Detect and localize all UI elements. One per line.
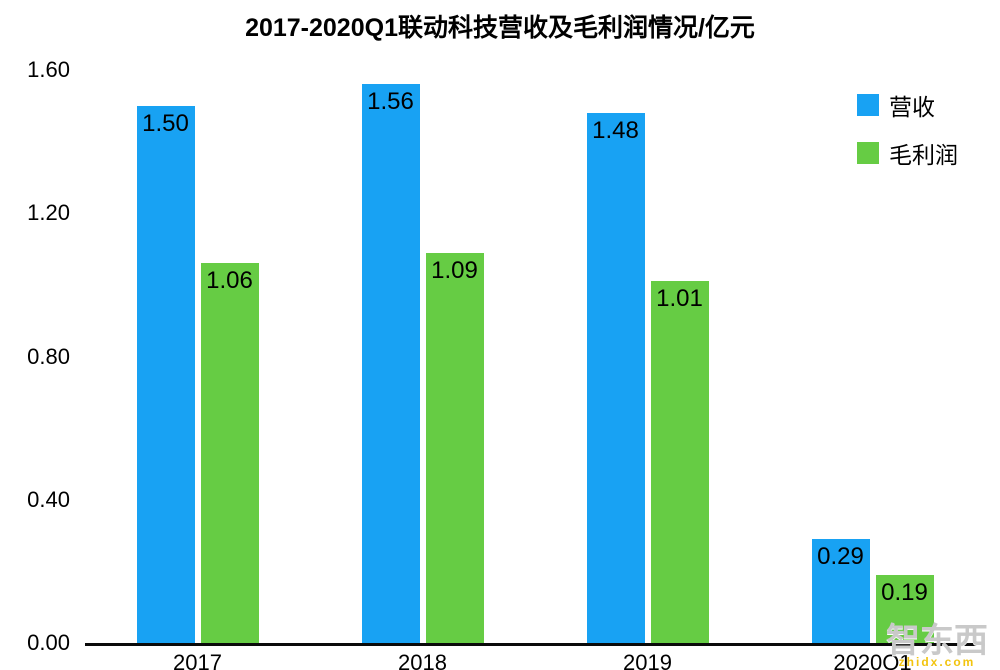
bar-value-label: 1.06 (206, 267, 253, 295)
bar-营收-2020Q1: 0.29 (811, 539, 870, 643)
x-category-label: 2017 (173, 650, 222, 670)
bar-毛利润-2020Q1: 0.19 (875, 574, 934, 643)
x-axis: 2017 2018 2019 2020Q1 (85, 650, 985, 670)
legend-label: 营收 (889, 94, 935, 120)
x-category-label: 2019 (623, 650, 672, 670)
y-tick-label: 1.20 (27, 200, 70, 226)
legend-swatch-icon (857, 142, 879, 164)
legend: 营收 毛利润 (857, 88, 958, 170)
bar-毛利润-2018: 1.09 (425, 252, 484, 643)
bar-value-label: 0.29 (817, 543, 864, 571)
bar-value-label: 0.19 (881, 578, 928, 606)
x-category-label: 2020Q1 (833, 650, 912, 670)
legend-item-营收: 营收 (857, 88, 958, 122)
bar-value-label: 1.50 (142, 109, 189, 137)
y-tick-label: 0.00 (27, 630, 70, 655)
bar-营收-2017: 1.50 (136, 105, 195, 643)
chart-title: 2017-2020Q1联动科技营收及毛利润情况/亿元 (245, 14, 755, 42)
y-tick-label: 1.60 (27, 57, 70, 82)
legend-item-毛利润: 毛利润 (857, 136, 958, 170)
legend-label: 毛利润 (889, 142, 958, 168)
bar-group-2018: 1.56 1.09 (361, 84, 484, 643)
bar-毛利润-2019: 1.01 (650, 281, 709, 643)
bar-毛利润-2017: 1.06 (200, 263, 259, 643)
y-tick-label: 0.40 (27, 486, 70, 512)
bar-group-2019: 1.48 1.01 (586, 112, 709, 643)
bar-group-2017: 1.50 1.06 (136, 105, 259, 643)
watermark-logo-text: 智东西 (886, 622, 988, 660)
legend-swatch-icon (857, 94, 879, 116)
watermark: 智东西 zhidx.com (886, 624, 988, 668)
bar-value-label: 1.56 (367, 88, 414, 116)
bar-营收-2019: 1.48 (586, 112, 645, 643)
y-tick-label: 0.80 (27, 343, 70, 369)
bar-营收-2018: 1.56 (361, 84, 420, 643)
bar-value-label: 1.09 (431, 256, 478, 284)
bar-value-label: 1.01 (656, 285, 703, 313)
plot-area: 1.50 1.06 1.56 1.09 1.48 1.01 0.29 0.19 (85, 70, 985, 646)
watermark-url-text: zhidx.com (898, 655, 976, 669)
bar-group-2020Q1: 0.29 0.19 (811, 539, 934, 643)
bar-value-label: 1.48 (592, 116, 639, 144)
x-category-label: 2018 (398, 650, 447, 670)
